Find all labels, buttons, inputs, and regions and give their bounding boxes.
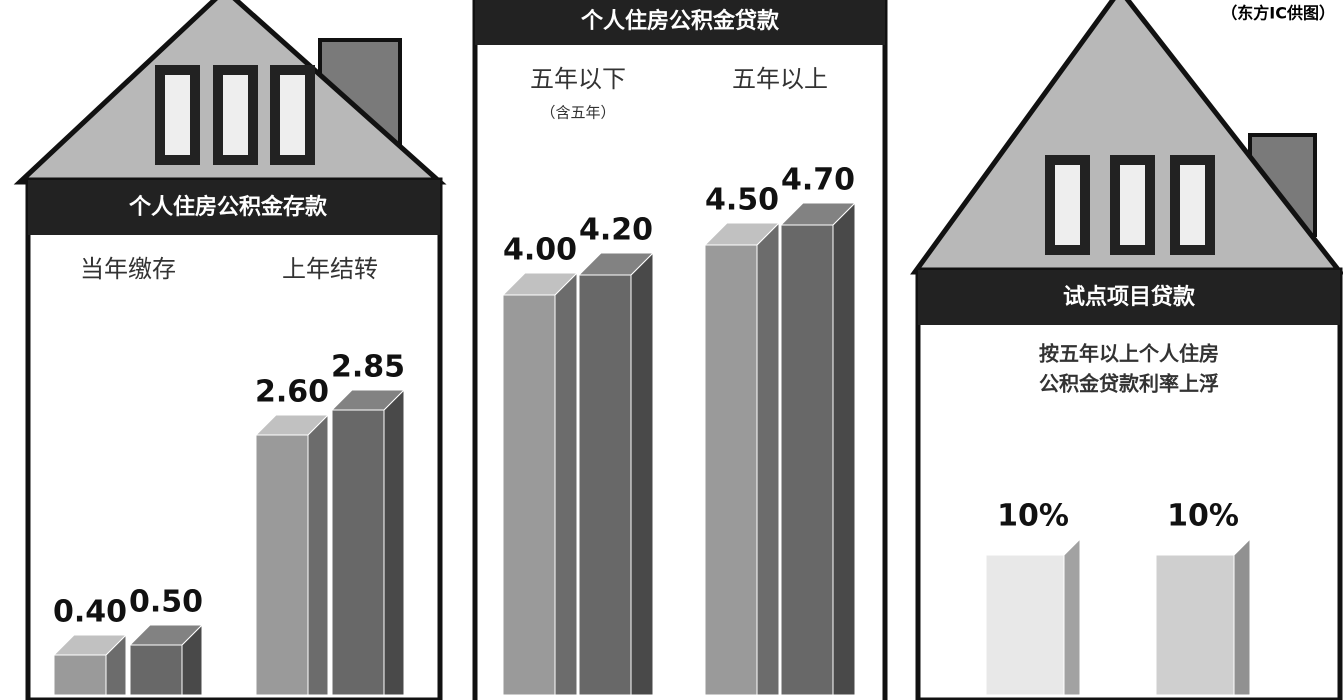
source: （东方IC供图）	[1221, 4, 1335, 23]
value-label: 0.40	[53, 595, 127, 630]
bar	[331, 409, 385, 696]
bar-side	[630, 251, 654, 696]
bar-side	[383, 388, 405, 696]
bar-side	[756, 221, 780, 696]
bar-side	[832, 201, 856, 696]
bar-top	[1154, 538, 1252, 556]
bar	[1155, 554, 1235, 696]
bar-side	[1233, 537, 1251, 696]
bar-side	[554, 271, 578, 696]
bar-side	[1063, 537, 1081, 696]
value-label: 4.50	[705, 183, 779, 218]
subtitle: 按五年以上个人住房	[1039, 342, 1219, 366]
bar	[578, 274, 632, 696]
bar	[53, 654, 107, 696]
bar	[502, 294, 556, 696]
panel-title: 个人住房公积金贷款	[581, 8, 780, 34]
value-label: 2.60	[255, 375, 329, 410]
panel-title: 个人住房公积金存款	[129, 194, 328, 220]
value-label: 2.85	[331, 350, 405, 385]
category-label: 五年以上	[732, 65, 828, 93]
bar	[704, 244, 758, 696]
bar	[780, 224, 834, 696]
value-label: 4.70	[781, 163, 855, 198]
bar	[129, 644, 183, 696]
bar	[985, 554, 1065, 696]
bar-top	[984, 538, 1082, 556]
category-label: 上年结转	[282, 255, 378, 283]
value-label: 10%	[1167, 499, 1239, 534]
category-label: 当年缴存	[80, 255, 176, 283]
value-label: 4.20	[579, 213, 653, 248]
bar-side	[307, 413, 329, 696]
value-label: 10%	[997, 499, 1069, 534]
value-label: 0.50	[129, 585, 203, 620]
category-label: 五年以下	[530, 65, 626, 93]
subtitle: 公积金贷款利率上浮	[1039, 372, 1219, 396]
panel-title: 试点项目贷款	[1063, 284, 1196, 310]
category-note: （含五年）	[540, 104, 615, 122]
value-label: 4.00	[503, 233, 577, 268]
bar	[255, 434, 309, 696]
